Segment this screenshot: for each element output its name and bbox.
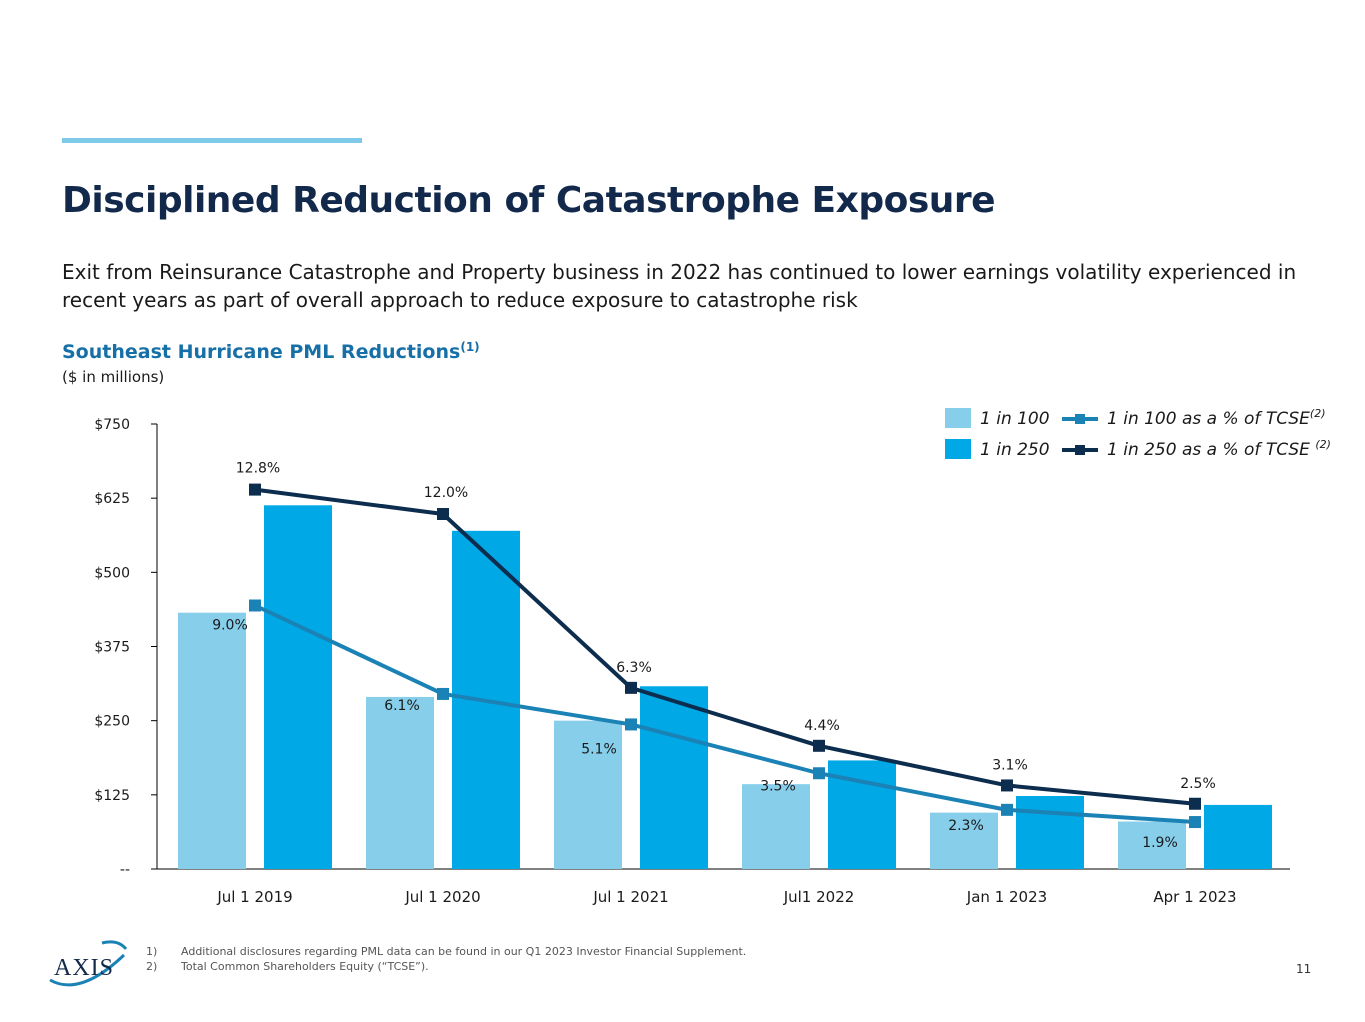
y-tick-label: $250 [94,714,130,730]
legend-line-marker [1075,445,1085,455]
data-label-pct: 6.3% [616,660,652,676]
data-label-pct: 1.9% [1142,835,1178,851]
legend-footnote-ref: (2) [1315,438,1331,451]
legend-swatch-1-in-250 [945,439,971,459]
line-1-in-100-pct [254,603,1196,825]
footnote-text: Total Common Shareholders Equity (“TCSE”… [181,960,429,973]
marker-1-in-100-pct [1189,816,1201,829]
y-tick-label: $500 [94,565,130,581]
chart-heading-text: Southeast Hurricane PML Reductions [62,341,461,363]
axis-logo: AXIS [49,940,128,987]
legend-label: 1 in 250 as a % of TCSE (2) [1107,438,1331,460]
page-number: 11 [1296,962,1312,976]
data-label-pct: 5.1% [581,741,617,757]
y-tick-label: -- [120,862,130,878]
x-category-label: Jul 1 2020 [404,888,480,906]
marker-1-in-250-pct [625,681,637,694]
y-tick-label: $750 [94,417,130,433]
marker-1-in-100-pct [437,687,449,700]
data-label-pct: 4.4% [804,718,840,734]
bar-1-in-100 [554,720,622,869]
legend-line-marker [1075,414,1085,424]
data-label-pct: 3.1% [992,757,1028,773]
y-tick-label: $125 [94,788,130,804]
bar-1-in-100 [366,696,434,869]
data-label-pct: 12.8% [236,461,280,477]
x-category-label: Jul 1 2019 [216,888,292,906]
footnote-text: Additional disclosures regarding PML dat… [181,945,747,958]
legend-footnote-ref: (2) [1310,407,1326,420]
bar-1-in-100 [1118,821,1186,869]
x-category-label: Jan 1 2023 [966,888,1047,906]
marker-1-in-250-pct [1001,779,1013,792]
bar-1-in-250 [264,505,332,869]
data-label-pct: 12.0% [424,485,468,501]
data-label-pct: 2.3% [948,818,984,834]
marker-1-in-250-pct [437,508,449,520]
data-label-pct: 3.5% [760,778,796,794]
marker-1-in-250-pct [249,483,261,496]
y-tick-label: $625 [94,491,130,507]
bar-1-in-250 [640,686,708,869]
line-1-in-250-pct [254,487,1196,806]
title-accent-bar [62,138,362,143]
page-subtitle: Exit from Reinsurance Catastrophe and Pr… [62,260,1297,312]
marker-1-in-100-pct [249,599,261,612]
data-label-pct: 9.0% [212,618,248,634]
y-tick-label: $375 [94,640,130,656]
footnote: 1) Additional disclosures regarding PML … [146,944,746,959]
marker-1-in-250-pct [1189,797,1201,810]
data-label-pct: 6.1% [384,698,420,714]
footnote: 2) Total Common Shareholders Equity (“TC… [146,959,746,974]
x-category-label: Apr 1 2023 [1153,888,1236,906]
legend-swatch-1-in-100 [945,408,971,428]
marker-1-in-100-pct [813,767,825,780]
marker-1-in-250-pct [813,739,825,752]
bar-1-in-100 [742,784,810,869]
bar-1-in-250 [1204,804,1272,869]
chart-heading-footnote-ref: (1) [460,340,480,354]
x-category-label: Jul1 2022 [783,888,855,906]
marker-1-in-100-pct [625,718,637,731]
marker-1-in-100-pct [1001,803,1013,816]
footnote-number: 1) [146,945,158,958]
bar-1-in-100 [178,612,246,869]
legend-label: 1 in 100 [980,409,1050,429]
footnotes: 1) Additional disclosures regarding PML … [146,944,746,974]
logo-text: AXIS [54,955,114,981]
legend-label: 1 in 100 as a % of TCSE(2) [1107,407,1326,429]
page-title: Disciplined Reduction of Catastrophe Exp… [62,180,996,221]
footnote-number: 2) [146,960,158,973]
bar-1-in-100 [930,812,998,869]
data-label-pct: 2.5% [1180,776,1216,792]
bar-1-in-250 [1016,796,1084,869]
legend-label: 1 in 250 [980,440,1050,460]
chart-units: ($ in millions) [62,368,165,386]
x-category-label: Jul 1 2021 [592,888,668,906]
chart-heading: Southeast Hurricane PML Reductions(1) [62,340,480,363]
